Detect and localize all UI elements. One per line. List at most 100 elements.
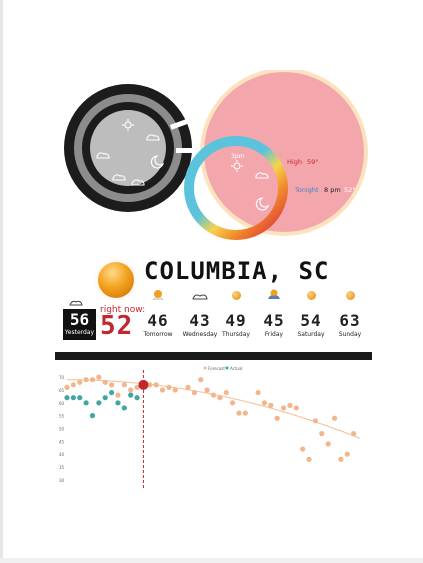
sun-icon: [306, 290, 316, 300]
forecast-temp: 46: [147, 311, 169, 330]
forecast-point: [280, 405, 287, 411]
forecast-point: [331, 415, 338, 421]
page-edge: [0, 0, 3, 563]
forecast-point: [147, 382, 153, 388]
weather-dial-graphic: 3pm High 59° Tonight 8 pm 52°: [64, 70, 368, 240]
cloud-icon: [96, 152, 110, 159]
forecast-point: [255, 389, 261, 396]
actual-point: [89, 413, 96, 419]
forecast-point: [338, 456, 344, 462]
y-tick-label: 45: [59, 439, 65, 444]
forecast-point: [83, 377, 89, 383]
actual-point: [102, 395, 108, 401]
storm-icon: [253, 286, 295, 304]
forecast-trend-line: [66, 379, 361, 439]
cloud-icon: [255, 172, 269, 179]
forecast-point: [185, 384, 191, 391]
forecast-point: [312, 418, 319, 424]
forecast-temp: 49: [225, 311, 247, 330]
actual-point: [108, 389, 115, 396]
forecast-point: [319, 431, 325, 437]
forecast-point: [166, 384, 172, 391]
forecast-point: [108, 382, 115, 388]
y-tick-label: 65: [59, 388, 65, 393]
forecast-point: [128, 387, 134, 393]
actual-point: [121, 405, 127, 411]
sun-icon: [98, 262, 134, 298]
cloud-icon: [146, 134, 160, 141]
forecast-temp: 45: [263, 311, 285, 330]
sun-icon: [231, 160, 243, 172]
actual-point: [128, 392, 134, 398]
tonight-label: Tonight: [294, 186, 319, 194]
forecast-day-name: Friday: [264, 331, 284, 338]
yesterday-temp: 56: [69, 310, 90, 329]
actual-point: [96, 400, 102, 406]
y-tick-label: 30: [59, 478, 65, 483]
actual-point: [77, 395, 83, 401]
y-tick-label: 40: [59, 452, 65, 457]
tonight-ring: [184, 136, 288, 240]
time-label: 3pm: [231, 153, 245, 160]
actual-point: [70, 395, 76, 401]
forecast-temp: 63: [339, 311, 361, 330]
forecast-point: [159, 387, 166, 393]
forecast-point: [287, 402, 293, 408]
sun-icon: [122, 119, 134, 131]
forecast-point: [210, 392, 217, 398]
forecast-point: [70, 382, 76, 388]
sun-icon: [345, 290, 355, 300]
forecast-point: [153, 382, 159, 388]
forecast-point: [96, 374, 102, 380]
y-tick-label: 60: [59, 401, 65, 406]
forecast-point: [325, 441, 331, 447]
forecast-point: [191, 389, 197, 396]
y-tick-label: 55: [59, 414, 65, 419]
forecast-point: [121, 382, 127, 388]
forecast-point: [102, 379, 108, 385]
moon-icon: [150, 155, 165, 169]
forecast-day: 63 Sunday: [329, 286, 371, 338]
legend-forecast-label: Forecast: [208, 366, 225, 371]
dial-face: [90, 110, 166, 186]
forecast-point: [89, 377, 96, 383]
now-marker-point: [138, 379, 149, 390]
legend-actual-swatch: [225, 366, 229, 370]
forecast-point: [306, 456, 312, 462]
forecast-point: [172, 387, 178, 393]
forecast-point: [217, 395, 223, 401]
current-temp: 52: [100, 311, 134, 341]
tonight-time: 8 pm: [324, 186, 341, 194]
legend-actual-label: Actual: [230, 366, 243, 371]
forecast-point: [268, 402, 274, 408]
forecast-day-name: Saturday: [297, 331, 325, 338]
yesterday-label: Yesterday: [64, 329, 95, 336]
high-circle: [204, 72, 364, 232]
dial-tick: [176, 148, 194, 153]
high-value: 59°: [307, 158, 319, 166]
cloud-icon: [179, 286, 221, 304]
y-tick-label: 70: [59, 375, 65, 380]
cloud-icon: [68, 292, 84, 311]
cloud-icon: [112, 174, 126, 181]
forecast-point: [261, 400, 268, 406]
actual-point: [83, 400, 89, 406]
tonight-value: 52°: [344, 186, 356, 194]
forecast-day: 43 Wednesday: [179, 286, 221, 338]
forecast-day: 49 Thursday: [215, 286, 257, 338]
moon-icon: [255, 197, 270, 211]
forecast-point: [204, 387, 210, 393]
forecast-day: 54 Saturday: [290, 286, 332, 338]
y-tick-label: 50: [59, 427, 65, 432]
forecast-temp: 43: [189, 311, 211, 330]
temperature-scatter-chart: 70 65 60 55 50 45 40 35 30 Forecast Actual: [59, 366, 361, 490]
forecast-day-name: Wednesday: [182, 331, 218, 338]
chart-header-bar: [55, 352, 372, 360]
forecast-point: [293, 405, 299, 411]
forecast-point: [77, 379, 83, 385]
forecast-point: [300, 446, 306, 452]
sun-icon: [231, 290, 241, 300]
actual-point: [115, 400, 121, 406]
forecast-day: 45 Friday: [253, 286, 295, 338]
forecast-temp: 54: [300, 311, 322, 330]
